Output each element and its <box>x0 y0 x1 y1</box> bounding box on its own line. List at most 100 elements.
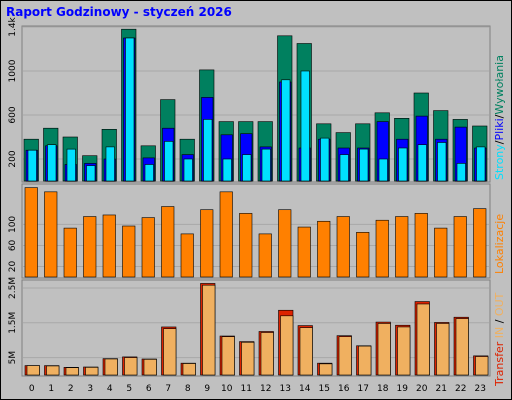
side-legend-top: Strony/Pliki/Wywołania <box>493 55 506 180</box>
bar-lokalizacje-23 <box>473 208 487 278</box>
side-legends: Strony/Pliki/WywołaniaLokalizacjeTransfe… <box>493 55 506 387</box>
bar-lokalizacje-0 <box>24 187 38 278</box>
bar-transfer-out-18 <box>377 323 391 376</box>
bar-lokalizacje-19 <box>395 216 409 278</box>
bar-lokalizacje-2 <box>63 227 77 278</box>
hour-label-11: 11 <box>241 384 252 394</box>
bar-transfer-out-3 <box>85 367 99 376</box>
hour-label-18: 18 <box>377 384 389 394</box>
panel-bottom-box <box>21 279 491 377</box>
bar-lokalizacje-9 <box>200 209 214 278</box>
hour-label-1: 1 <box>48 384 54 394</box>
bar-lokalizacje-20 <box>414 213 428 278</box>
bar-transfer-out-6 <box>143 359 157 376</box>
ytick-label-top-1: 600 <box>8 106 18 123</box>
bar-transfer-out-0 <box>26 365 40 376</box>
bar-wywołania-8 <box>183 158 193 182</box>
bar-transfer-out-7 <box>163 328 177 376</box>
side-legend-bottom-part-3: OUT <box>493 292 506 316</box>
bar-lokalizacje-3 <box>83 216 97 278</box>
hour-label-15: 15 <box>319 384 330 394</box>
side-legend-bottom-part-0: Transfer <box>493 341 506 387</box>
bar-lokalizacje-15 <box>317 220 331 278</box>
ytick-label-top-0: 200 <box>8 150 18 167</box>
bar-wywołania-18 <box>378 158 388 182</box>
side-legend-bottom-part-1: IN <box>493 327 506 342</box>
bar-lokalizacje-11 <box>239 213 253 278</box>
bar-transfer-out-2 <box>65 367 79 376</box>
side-legend-top-part-0: Strony <box>493 144 506 180</box>
bar-lokalizacje-17 <box>356 232 370 278</box>
side-legend-bottom-part-2: / <box>493 316 506 327</box>
bar-wywołania-10 <box>222 158 232 182</box>
bar-lokalizacje-1 <box>44 191 58 278</box>
bar-wywołania-2 <box>66 148 76 182</box>
bar-wywołania-5 <box>125 37 135 182</box>
hour-label-3: 3 <box>87 384 93 394</box>
side-legend-middle-part-0: Lokalizacje <box>493 214 506 274</box>
hour-label-21: 21 <box>436 384 447 394</box>
chart-title: Raport Godzinowy - styczeń 2026 <box>6 5 232 19</box>
bar-lokalizacje-6 <box>141 217 155 278</box>
bar-lokalizacje-4 <box>102 214 116 278</box>
bar-wywołania-13 <box>281 79 291 182</box>
bar-wywołania-6 <box>144 164 154 182</box>
bar-transfer-out-22 <box>455 318 469 376</box>
bar-lokalizacje-14 <box>297 226 311 278</box>
hour-label-8: 8 <box>185 384 191 394</box>
side-legend-top-part-2: Pliki <box>493 118 506 140</box>
side-legend-top-part-4: Wywołania <box>493 55 506 115</box>
bar-lokalizacje-22 <box>453 216 467 278</box>
bar-transfer-out-11 <box>241 341 255 376</box>
bar-wywołania-3 <box>86 165 96 182</box>
bar-wywołania-4 <box>105 146 115 182</box>
bar-wywołania-9 <box>203 119 213 182</box>
bar-wywołania-15 <box>320 137 330 182</box>
hour-label-16: 16 <box>338 384 350 394</box>
hour-axis: 0 1 2 3 4 5 6 7 8 9 10 11 12 13 14 15 16 17 18 19 20 21 22 23 <box>29 384 486 394</box>
chart-panels: 200 600 1000 1.4k 20 60 100 5M 1.5M 2.5M <box>8 16 491 377</box>
hour-label-5: 5 <box>126 384 132 394</box>
bar-transfer-out-5 <box>124 357 138 376</box>
bar-wywołania-21 <box>437 142 447 182</box>
bar-lokalizacje-12 <box>258 233 272 278</box>
hour-label-4: 4 <box>107 384 113 394</box>
bar-transfer-out-10 <box>221 336 235 376</box>
panel-top-box <box>21 25 491 183</box>
bar-wywołania-7 <box>164 141 174 182</box>
bar-wywołania-1 <box>47 144 57 182</box>
side-legend-top-part-3: / <box>493 114 506 118</box>
bar-transfer-out-15 <box>319 363 333 376</box>
panel-bottom: 5M 1.5M 2.5M <box>8 277 491 377</box>
bar-wywołania-22 <box>456 163 466 182</box>
side-legend-bottom: Transfer IN / OUT <box>493 292 506 387</box>
bar-transfer-out-12 <box>260 332 274 376</box>
ytick-label-top-3: 1.4k <box>8 16 18 36</box>
hour-label-19: 19 <box>397 384 409 394</box>
bar-transfer-out-21 <box>436 323 450 376</box>
hour-label-23: 23 <box>475 384 486 394</box>
bar-transfer-out-17 <box>358 345 372 376</box>
panel-top: 200 600 1000 1.4k <box>8 16 491 183</box>
side-legend-top-part-1: / <box>493 140 506 144</box>
bar-lokalizacje-8 <box>180 233 194 278</box>
bar-transfer-out-19 <box>397 326 411 376</box>
bar-transfer-out-8 <box>182 363 196 376</box>
hour-label-9: 9 <box>204 384 210 394</box>
bar-wywołania-19 <box>398 147 408 182</box>
ytick-label-top-2: 1000 <box>8 59 18 82</box>
side-legend-middle: Lokalizacje <box>493 214 506 274</box>
hour-label-12: 12 <box>260 384 271 394</box>
bar-transfer-out-20 <box>416 303 430 376</box>
bar-transfer-out-14 <box>299 327 313 376</box>
panel-middle: 20 60 100 <box>8 183 491 279</box>
bar-lokalizacje-16 <box>336 216 350 278</box>
bar-lokalizacje-10 <box>219 191 233 278</box>
bar-transfer-out-4 <box>104 358 118 376</box>
ytick-label-middle-0: 20 <box>8 260 18 272</box>
hour-label-6: 6 <box>146 384 152 394</box>
bar-lokalizacje-5 <box>122 225 136 278</box>
hour-label-22: 22 <box>455 384 466 394</box>
hour-label-20: 20 <box>416 384 428 394</box>
